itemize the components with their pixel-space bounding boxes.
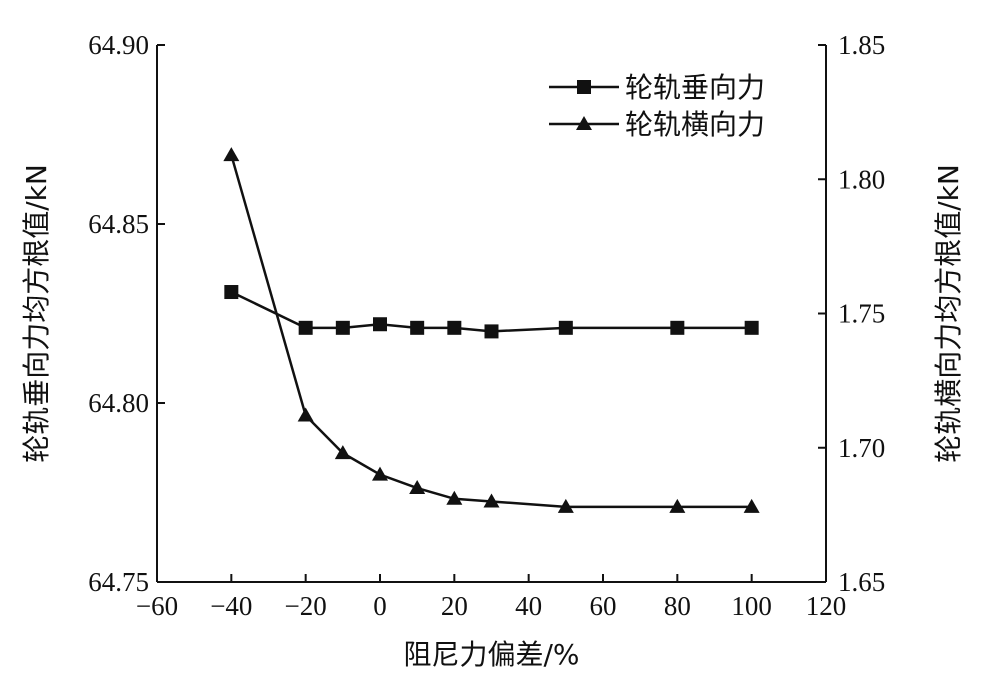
left-y-tick-label: 64.90 [88,30,149,60]
right-y-tick-label: 1.70 [838,433,885,463]
data-point [224,285,239,300]
data-point [558,320,573,335]
data-point [446,490,463,505]
data-point [484,324,499,339]
x-tick-label: 60 [590,591,617,621]
data-point [557,498,574,513]
x-tick-label: 80 [664,591,691,621]
data-point [483,493,500,508]
legend-triangle-marker [576,116,592,130]
left-y-tick-label: 64.80 [88,388,149,418]
data-point [373,317,387,332]
x-tick-label: −40 [210,591,252,621]
series-layer [223,147,760,513]
data-point [297,407,314,422]
x-tick-label: −60 [136,591,178,621]
data-point [743,498,760,513]
right-y-tick-label: 1.75 [838,299,885,329]
data-point [670,320,685,335]
right-y-tick-label: 1.65 [838,567,885,597]
data-point [447,320,462,335]
data-point [372,466,388,481]
legend-label: 轮轨垂向力 [625,71,765,104]
data-point [335,320,350,335]
x-tick-label: 20 [441,591,468,621]
series-lateral-force [223,147,760,513]
right-y-tick-label: 1.80 [838,164,885,194]
x-tick-label: 40 [515,591,542,621]
data-point [223,147,240,162]
data-point [669,498,686,513]
left-y-tick-label: 64.85 [88,209,149,239]
data-point [410,320,425,335]
right-y-tick-label: 1.85 [838,30,885,60]
data-point [409,480,426,495]
series-line [230,290,752,333]
right-y-axis-title: 轮轨横向力均方根值/kN [932,164,965,463]
x-tick-label: 0 [373,591,387,621]
x-tick-label: −20 [285,591,327,621]
data-point [744,320,759,335]
series-line [230,154,752,509]
series-vertical-force [224,285,759,339]
legend-label: 轮轨横向力 [625,108,765,141]
left-y-tick-label: 64.75 [88,567,149,597]
data-point [298,320,313,335]
legend-square-marker [577,80,591,94]
x-tick-label: 100 [731,591,772,621]
axes: −60 −40 −20 0 20 40 60 80 100 120 64.75 64.80 64.85 6… [88,30,885,621]
data-point [334,445,351,460]
x-tick-label: 120 [806,591,847,621]
x-axis-title: 阻尼力偏差/% [403,638,579,671]
left-y-axis-title: 轮轨垂向力均方根值/kN [20,164,53,463]
